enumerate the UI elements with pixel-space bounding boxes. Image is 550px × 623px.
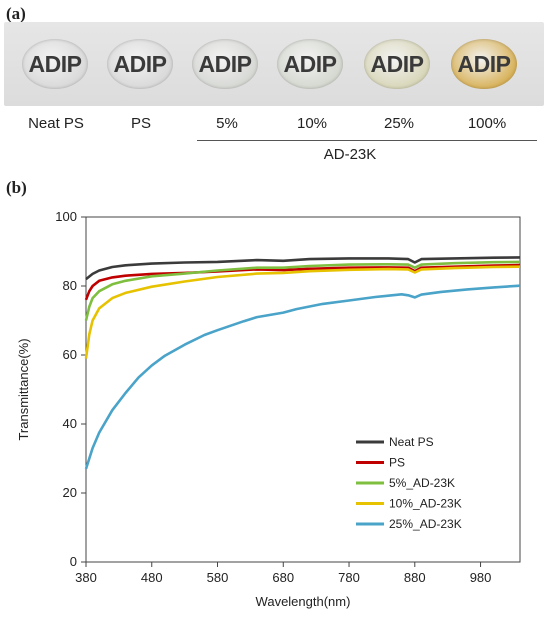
sample-label-100: 100% [467, 115, 507, 132]
disc-text: ADIP [113, 50, 167, 77]
sample-disc-ps: ADIP [107, 39, 173, 89]
sample-photo-strip: ADIP ADIP ADIP ADIP ADIP ADIP [4, 22, 544, 106]
plot-border [85, 216, 521, 563]
y-tick-label: 20 [63, 485, 77, 500]
sample-disc-25: ADIP [364, 39, 430, 89]
sample-label-neat-ps: Neat PS [28, 115, 84, 132]
x-tick-label: 980 [470, 570, 492, 585]
legend: Neat PS PS 5%_AD-23K 10%_AD-23K 25%_AD-23K [356, 435, 462, 531]
x-tick-label: 780 [338, 570, 360, 585]
y-tick-label: 60 [63, 347, 77, 362]
y-tick-label: 100 [55, 209, 77, 224]
series-line [84, 260, 521, 321]
group-label: AD-23K [323, 146, 377, 163]
x-axis-title: Wavelength(nm) [256, 594, 351, 609]
y-tick-label: 80 [63, 278, 77, 293]
sample-disc-neat-ps: ADIP [22, 39, 88, 89]
disc-text: ADIP [198, 50, 252, 77]
legend-entry: Neat PS [389, 435, 434, 449]
legend-entry: PS [389, 456, 405, 470]
disc-text: ADIP [283, 50, 337, 77]
group-bracket-line [197, 140, 537, 141]
x-tick-label: 880 [404, 570, 426, 585]
series-lines [84, 256, 521, 470]
disc-text: ADIP [457, 50, 511, 77]
sample-disc-5: ADIP [192, 39, 258, 89]
panel-b-label: (b) [6, 178, 27, 197]
series-line [84, 265, 521, 359]
series-line [84, 284, 521, 470]
x-tick-label: 580 [207, 570, 229, 585]
legend-entry: 5%_AD-23K [389, 476, 455, 490]
sample-label-ps: PS [130, 115, 151, 132]
sample-label-25: 25% [383, 115, 415, 132]
plot-frame [85, 216, 521, 563]
disc-text: ADIP [370, 50, 424, 77]
y-tick-label: 40 [63, 416, 77, 431]
legend-entry: 10%_AD-23K [389, 497, 462, 511]
series-line [85, 256, 521, 281]
panel-a-label: (a) [6, 4, 26, 23]
axis-ticks: 380 480 580 680 780 880 980 0 20 40 60 80 100 [55, 209, 491, 585]
legend-entry: 25%_AD-23K [389, 517, 462, 531]
x-tick-label: 680 [272, 570, 294, 585]
sample-label-10: 10% [296, 115, 328, 132]
x-tick-label: 480 [141, 570, 163, 585]
x-tick-label: 380 [75, 570, 97, 585]
sample-label-5: 5% [216, 115, 238, 132]
y-axis-title: Transmittance(%) [16, 338, 31, 440]
sample-disc-100: ADIP [451, 39, 517, 89]
y-tick-label: 0 [70, 554, 77, 569]
transmittance-chart: 380 480 580 680 780 880 980 0 20 40 60 80 100 Wavele… [16, 209, 521, 609]
series-line [84, 263, 521, 301]
sample-disc-10: ADIP [277, 39, 343, 89]
disc-text: ADIP [28, 50, 82, 77]
